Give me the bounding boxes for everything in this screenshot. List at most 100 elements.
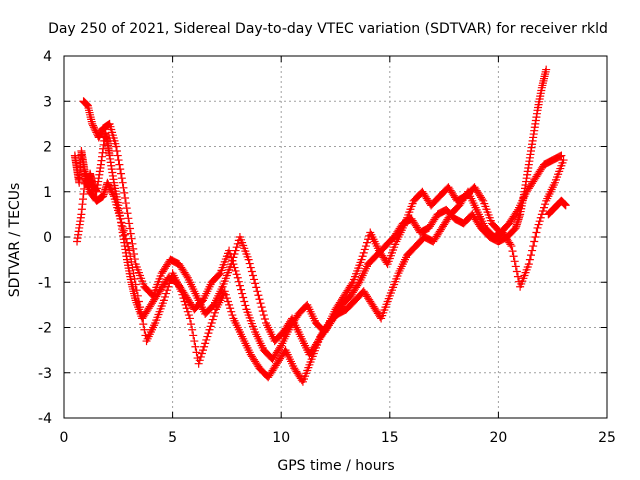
data-point <box>256 299 265 308</box>
data-point <box>557 151 566 160</box>
data-point <box>89 123 98 132</box>
data-point <box>258 307 267 316</box>
data-point <box>162 289 171 298</box>
y-axis-label: SDTVAR / TECUs <box>7 183 23 298</box>
data-point <box>205 325 214 334</box>
data-point <box>244 255 253 264</box>
data-point <box>230 249 239 258</box>
data-point <box>528 246 537 255</box>
data-point <box>540 203 549 212</box>
data-point <box>122 238 131 247</box>
grid <box>64 56 607 418</box>
data-point <box>134 297 143 306</box>
y-tick-label: 2 <box>43 140 52 156</box>
data-point <box>513 272 522 281</box>
data-point <box>251 279 260 288</box>
data-point <box>196 352 205 361</box>
x-tick-label: 20 <box>489 430 507 446</box>
y-tick-label: 4 <box>43 49 52 65</box>
data-point <box>103 178 112 187</box>
data-point <box>506 240 515 249</box>
data-point <box>347 279 356 288</box>
data-point <box>128 239 137 248</box>
series-trace-c <box>79 97 566 359</box>
data-point <box>108 188 117 197</box>
data-point <box>121 199 130 208</box>
data-point <box>107 187 116 196</box>
data-point <box>210 308 219 317</box>
data-point <box>113 151 122 160</box>
data-point <box>534 220 543 229</box>
data-point <box>254 291 263 300</box>
data-point <box>541 200 550 209</box>
data-point <box>229 253 238 262</box>
y-tick-label: 1 <box>43 185 52 201</box>
data-point <box>245 259 254 268</box>
data-point <box>132 286 141 295</box>
chart-title: Day 250 of 2021, Sidereal Day-to-day VTE… <box>48 21 608 37</box>
data-point <box>137 308 146 317</box>
x-tick-label: 5 <box>168 430 177 446</box>
data-point <box>118 222 127 231</box>
data-point <box>192 348 201 357</box>
y-tick-label: -2 <box>38 321 52 337</box>
data-point <box>126 229 135 238</box>
data-point <box>231 246 240 255</box>
data-point <box>200 342 209 351</box>
data-point <box>104 180 113 189</box>
data-point <box>195 356 204 365</box>
data-point <box>361 242 370 251</box>
data-point <box>179 294 188 303</box>
data-point <box>90 124 99 133</box>
data-point <box>105 183 114 192</box>
data-point <box>358 252 367 261</box>
data-point <box>357 255 366 264</box>
data-point <box>232 270 241 279</box>
data-point <box>246 263 255 272</box>
data-point <box>116 165 125 174</box>
data-point <box>114 156 123 165</box>
data-point <box>235 281 244 290</box>
data-point <box>121 193 130 202</box>
data-point <box>227 307 236 316</box>
data-point <box>237 285 246 294</box>
data-point <box>204 329 213 338</box>
data-point <box>89 121 98 130</box>
data-point <box>227 260 236 269</box>
data-point <box>240 297 249 306</box>
data-point <box>182 304 191 313</box>
data-point <box>185 314 194 323</box>
data-point <box>201 339 210 348</box>
data-point <box>190 337 199 346</box>
data-point <box>228 311 237 320</box>
data-point <box>260 315 269 324</box>
data-point <box>119 183 128 192</box>
data-point <box>221 290 230 299</box>
data-point <box>116 214 125 223</box>
data-point <box>131 280 140 289</box>
data-point <box>232 243 241 252</box>
data-point <box>231 266 240 275</box>
data-point <box>138 314 147 323</box>
data-point <box>117 174 126 183</box>
data-point <box>183 307 192 316</box>
data-point <box>241 301 250 310</box>
data-point <box>259 311 268 320</box>
data-point <box>117 169 126 178</box>
data-point <box>207 318 216 327</box>
data-point <box>136 303 145 312</box>
x-tick-label: 10 <box>272 430 290 446</box>
data-point <box>194 359 203 368</box>
series-trace-d <box>544 196 570 219</box>
data-point <box>226 304 235 313</box>
data-point <box>561 201 570 210</box>
data-point <box>512 267 521 276</box>
data-point <box>130 249 139 258</box>
data-point <box>123 209 132 218</box>
data-point <box>88 119 97 128</box>
data-point <box>239 293 248 302</box>
data-point <box>252 283 261 292</box>
data-point <box>203 332 212 341</box>
data-point <box>531 233 540 241</box>
y-tick-label: -4 <box>38 411 52 427</box>
